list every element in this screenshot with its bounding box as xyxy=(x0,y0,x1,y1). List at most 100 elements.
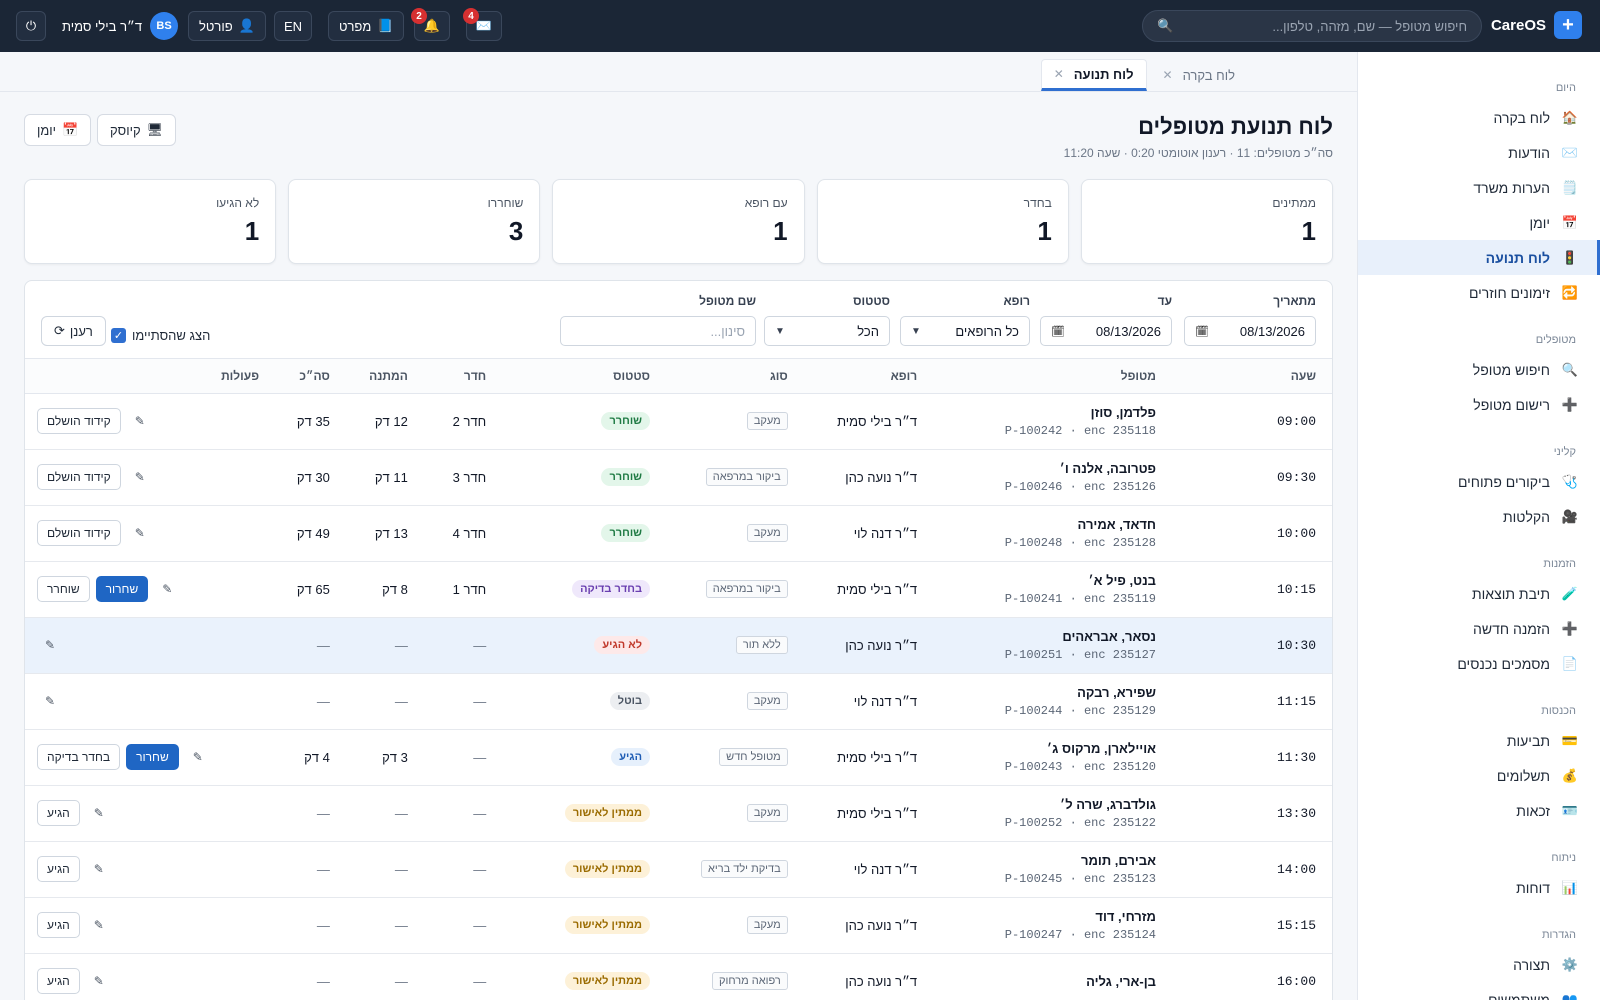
row-action-button[interactable]: הגיע xyxy=(37,856,80,882)
patient-cell[interactable]: גולדברג, שרה ל׳ P-100252 · enc 235122 xyxy=(929,785,1254,842)
discharge-button[interactable]: שחרור xyxy=(126,744,179,770)
sidebar-item[interactable]: ⚙️ תצורה xyxy=(1358,947,1600,982)
patient-cell[interactable]: בן-ארי, גליה xyxy=(929,953,1254,1000)
edit-icon[interactable]: ✎ xyxy=(93,974,104,988)
table-row[interactable]: 10:15 בנט, פיל א׳ P-100241 · enc 235119 ד״ר… xyxy=(25,561,1332,618)
close-icon[interactable]: ✕ xyxy=(1053,67,1064,81)
table-row[interactable]: 11:30 אויילארן, מרקוס ג׳ P-100243 · enc 23… xyxy=(25,729,1332,786)
table-row[interactable]: 14:00 אבירם, תומר P-100245 · enc 235123 ד״ר… xyxy=(25,841,1332,898)
sidebar-item[interactable]: 🗒️ הערות משרד xyxy=(1358,170,1600,205)
edit-icon[interactable]: ✎ xyxy=(93,918,104,932)
row-action-button[interactable]: קידוד הושלם xyxy=(37,464,121,490)
patient-name[interactable]: נסאר, אבראהים xyxy=(1062,628,1156,644)
row-action-button[interactable]: שוחרר xyxy=(37,576,90,602)
patient-cell[interactable]: נסאר, אבראהים P-100251 · enc 235127 xyxy=(929,617,1254,674)
tab-dashboard[interactable]: לוח בקרה ✕ xyxy=(1151,59,1247,91)
col-room[interactable]: חדר xyxy=(419,359,527,394)
sidebar-item[interactable]: ✉️ הודעות xyxy=(1358,135,1600,170)
notifications-button[interactable]: 🔔 2 xyxy=(411,8,450,41)
patient-name[interactable]: פלדמן, סוזן xyxy=(1090,404,1156,420)
sidebar-item[interactable]: 👥 משתמשים xyxy=(1358,982,1600,1000)
language-toggle[interactable]: EN xyxy=(274,11,312,41)
refresh-button[interactable]: רענן ⟳ xyxy=(41,316,106,346)
calendar-icon[interactable]: 🗓 xyxy=(1195,325,1209,338)
patient-name[interactable]: חדאד, אמירה xyxy=(1077,516,1156,532)
col-status[interactable]: סטטוס xyxy=(526,359,663,394)
table-row[interactable]: 11:15 שפירא, רבקה P-100244 · enc 235129 ד״ר… xyxy=(25,673,1332,730)
col-type[interactable]: סוג xyxy=(662,359,800,394)
patient-name[interactable]: בן-ארי, גליה xyxy=(1086,973,1156,989)
sidebar-item[interactable]: 🏠 לוח בקרה xyxy=(1358,100,1600,135)
sidebar-item[interactable]: 📊 דוחות xyxy=(1358,870,1600,905)
row-action-button[interactable]: הגיע xyxy=(37,800,80,826)
messages-button[interactable]: ✉️ 4 xyxy=(463,8,502,41)
table-row[interactable]: 10:00 חדאד, אמירה P-100248 · enc 235128 ד״ר… xyxy=(25,505,1332,562)
row-action-button[interactable]: הגיע xyxy=(37,968,80,994)
discharge-button[interactable]: שחרור xyxy=(95,576,149,602)
logout-button[interactable]: ⏻ xyxy=(16,11,46,41)
edit-icon[interactable]: ✎ xyxy=(93,806,104,820)
edit-icon[interactable]: ✎ xyxy=(162,582,173,596)
table-row[interactable]: 09:00 פלדמן, סוזן P-100242 · enc 235118 ד״ר… xyxy=(25,393,1332,450)
guide-button[interactable]: 📘 מפרט xyxy=(328,11,405,41)
show-done-toggle[interactable]: הצג שהסתיימו ✓ xyxy=(111,328,210,343)
row-action-button[interactable]: קידוד הושלם xyxy=(37,408,121,434)
brand[interactable]: + CareOS xyxy=(1491,11,1582,39)
patient-cell[interactable]: חדאד, אמירה P-100248 · enc 235128 xyxy=(929,505,1254,562)
sidebar-item[interactable]: 🎥 הקלטות xyxy=(1358,499,1600,534)
calendar-button[interactable]: 📅 יומן xyxy=(24,114,92,146)
sidebar-item[interactable]: 📄 מסמכים נכנסים xyxy=(1358,646,1600,681)
patient-cell[interactable]: פטרובה, אלנה ו׳ P-100246 · enc 235126 xyxy=(929,449,1254,506)
portal-button[interactable]: 👤 פורטל xyxy=(188,11,266,41)
sidebar-item[interactable]: 🔍 חיפוש מטופל xyxy=(1358,352,1600,387)
table-row[interactable]: 16:00 בן-ארי, גליה ד״ר נועה כהן רפואה מרחוק… xyxy=(25,953,1332,1000)
global-search[interactable]: 🔍 xyxy=(1142,10,1482,42)
edit-icon[interactable]: ✎ xyxy=(134,526,145,540)
sidebar-item[interactable]: 💰 תשלומים xyxy=(1358,758,1600,793)
show-done-checkbox[interactable]: ✓ xyxy=(111,328,126,343)
col-total[interactable]: סה״כ xyxy=(271,359,342,394)
sidebar-item[interactable]: 📅 יומן xyxy=(1358,205,1600,240)
col-wait[interactable]: המתנה xyxy=(341,359,420,394)
patient-cell[interactable]: שפירא, רבקה P-100244 · enc 235129 xyxy=(929,673,1254,730)
row-action-button[interactable]: קידוד הושלם xyxy=(37,520,121,546)
calendar-icon[interactable]: 🗓 xyxy=(1051,325,1065,338)
edit-icon[interactable]: ✎ xyxy=(45,638,56,652)
col-time[interactable]: שעה xyxy=(1254,359,1332,394)
patient-cell[interactable]: מזרחי, דוד P-100247 · enc 235124 xyxy=(929,897,1254,954)
kiosk-button[interactable]: 🖥 קיוסק xyxy=(97,114,177,146)
patient-cell[interactable]: אבירם, תומר P-100245 · enc 235123 xyxy=(929,841,1254,898)
patient-search-input[interactable] xyxy=(1177,18,1467,34)
to-date-input[interactable]: 08/13/2026 🗓 xyxy=(1040,316,1172,346)
sidebar-item[interactable]: 🚦 לוח תנועה xyxy=(1358,240,1600,275)
table-row[interactable]: 15:15 מזרחי, דוד P-100247 · enc 235124 ד״ר … xyxy=(25,897,1332,954)
patient-name[interactable]: שפירא, רבקה xyxy=(1077,684,1156,700)
sidebar-item[interactable]: 🔁 זימונים חוזרים xyxy=(1358,275,1600,310)
edit-icon[interactable]: ✎ xyxy=(93,862,104,876)
status-select[interactable]: הכל ▼ xyxy=(764,316,890,346)
col-doctor[interactable]: רופא xyxy=(799,359,930,394)
table-row[interactable]: 10:30 נסאר, אבראהים P-100251 · enc 235127 ד… xyxy=(25,617,1332,674)
edit-icon[interactable]: ✎ xyxy=(134,414,145,428)
col-patient[interactable]: מטופל xyxy=(929,359,1254,394)
tab-flow-board[interactable]: לוח תנועה ✕ xyxy=(1040,59,1147,91)
sidebar-item[interactable]: 🪪 זכאות xyxy=(1358,793,1600,828)
from-date-input[interactable]: 08/13/2026 🗓 xyxy=(1184,316,1316,346)
edit-icon[interactable]: ✎ xyxy=(134,470,145,484)
patient-name[interactable]: אבירם, תומר xyxy=(1081,852,1156,868)
patient-cell[interactable]: פלדמן, סוזן P-100242 · enc 235118 xyxy=(929,393,1254,450)
doctor-select[interactable]: כל הרופאים ▼ xyxy=(900,316,1030,346)
table-row[interactable]: 09:30 פטרובה, אלנה ו׳ P-100246 · enc 23512… xyxy=(25,449,1332,506)
sidebar-item[interactable]: 🩺 ביקורים פתוחים xyxy=(1358,464,1600,499)
sidebar-item[interactable]: 💳 תביעות xyxy=(1358,723,1600,758)
sidebar-item[interactable]: ➕ רישום מטופל xyxy=(1358,387,1600,422)
table-row[interactable]: 13:30 גולדברג, שרה ל׳ P-100252 · enc 23512… xyxy=(25,785,1332,842)
patient-name[interactable]: גולדברג, שרה ל׳ xyxy=(1059,796,1156,812)
edit-icon[interactable]: ✎ xyxy=(192,750,203,764)
patient-name[interactable]: פטרובה, אלנה ו׳ xyxy=(1059,460,1156,476)
patient-cell[interactable]: אויילארן, מרקוס ג׳ P-100243 · enc 235120 xyxy=(929,729,1254,786)
row-action-button[interactable]: הגיע xyxy=(37,912,80,938)
edit-icon[interactable]: ✎ xyxy=(45,694,56,708)
patient-name[interactable]: אויילארן, מרקוס ג׳ xyxy=(1046,740,1156,756)
patient-name-filter[interactable]: סינון... xyxy=(560,316,756,346)
